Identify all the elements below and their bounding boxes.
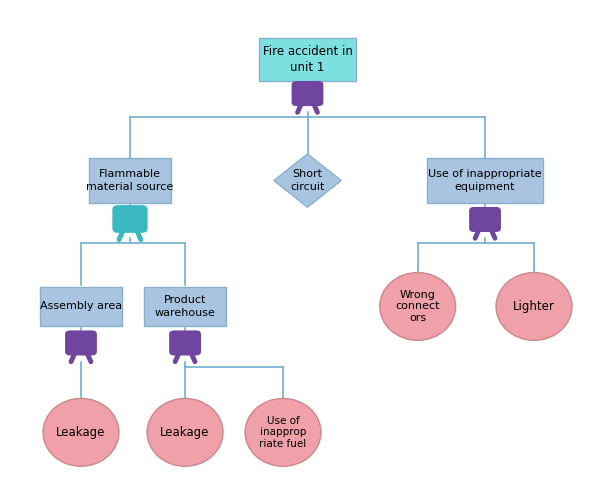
FancyBboxPatch shape (65, 330, 97, 356)
Text: Flammable
material source: Flammable material source (86, 169, 173, 192)
Text: Assembly area: Assembly area (40, 301, 122, 312)
FancyBboxPatch shape (89, 158, 171, 203)
FancyBboxPatch shape (40, 287, 122, 326)
Text: Fire accident in
unit 1: Fire accident in unit 1 (263, 45, 352, 74)
Text: Lighter: Lighter (513, 300, 555, 313)
Text: Use of
inapprop
riate fuel: Use of inapprop riate fuel (260, 416, 307, 449)
Ellipse shape (496, 273, 572, 340)
FancyBboxPatch shape (292, 81, 323, 106)
Text: Use of inappropriate
equipment: Use of inappropriate equipment (428, 169, 542, 192)
Ellipse shape (147, 398, 223, 466)
FancyBboxPatch shape (469, 207, 501, 232)
Ellipse shape (43, 398, 119, 466)
Text: Short
circuit: Short circuit (290, 169, 325, 192)
Text: Product
warehouse: Product warehouse (154, 295, 215, 318)
Polygon shape (274, 154, 341, 207)
FancyBboxPatch shape (427, 158, 543, 203)
FancyBboxPatch shape (144, 287, 226, 326)
Ellipse shape (245, 398, 321, 466)
FancyBboxPatch shape (169, 330, 201, 356)
Text: Leakage: Leakage (161, 426, 210, 439)
FancyBboxPatch shape (259, 38, 356, 81)
FancyBboxPatch shape (113, 205, 148, 233)
Text: Leakage: Leakage (57, 426, 106, 439)
Text: Wrong
connect
ors: Wrong connect ors (395, 290, 440, 323)
Ellipse shape (379, 273, 456, 340)
